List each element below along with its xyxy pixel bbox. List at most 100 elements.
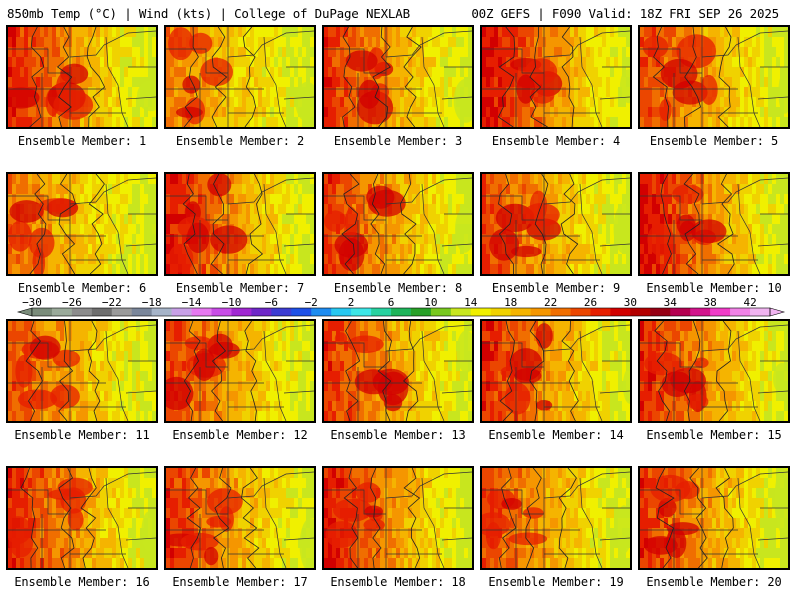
colorbar-segment [71, 308, 93, 316]
colorbar-segment [490, 308, 512, 316]
run-valid-title: 00Z GEFS | F090 Valid: 18Z FRI SEP 26 20… [471, 6, 779, 21]
colorbar-tick-label: 30 [624, 296, 637, 309]
colorbar-segment [710, 308, 731, 316]
colorbar-segment [391, 308, 412, 316]
colorbar-segment [470, 308, 492, 316]
member-map-panel[interactable] [638, 25, 790, 129]
member-map-panel[interactable] [480, 25, 632, 129]
member-label: Ensemble Member: 8 [333, 281, 463, 295]
member-label: Ensemble Member: 17 [172, 575, 308, 589]
member-map-panel[interactable] [480, 172, 632, 276]
colorbar-segment [231, 308, 252, 316]
colorbar-segment [670, 308, 691, 316]
colorbar-tick-label: 34 [664, 296, 678, 309]
member-map-panel[interactable] [6, 319, 158, 423]
member-label: Ensemble Member: 9 [491, 281, 621, 295]
temperature-map [8, 321, 156, 421]
product-title: 850mb Temp (°C) | Wind (kts) | College o… [7, 6, 410, 21]
colorbar-segment [530, 308, 551, 316]
member-label: Ensemble Member: 20 [646, 575, 782, 589]
temperature-map [166, 468, 314, 568]
colorbar-graphic: −30 −26 −22 −18 −14 −10 −6 −2 2 6 10 14 18 22 26 30 34 38… [16, 296, 786, 317]
colorbar-tick-label: −6 [265, 296, 278, 309]
member-label: Ensemble Member: 13 [330, 428, 466, 442]
member-map-panel[interactable] [322, 172, 474, 276]
colorbar-segment [590, 308, 611, 316]
member-label: Ensemble Member: 10 [646, 281, 782, 295]
colorbar-tick-label: −10 [222, 296, 242, 309]
colorbar-segment [291, 308, 312, 316]
member-map-panel[interactable] [322, 25, 474, 129]
member-map-panel[interactable] [6, 466, 158, 570]
colorbar-tick-label: 2 [348, 296, 355, 309]
member-map-panel[interactable] [638, 466, 790, 570]
colorbar-segment [650, 308, 671, 316]
temperature-map [482, 174, 630, 274]
colorbar-tick-label: −22 [102, 296, 122, 309]
member-map-panel[interactable] [6, 172, 158, 276]
colorbar-segment [690, 308, 711, 316]
member-map-panel[interactable] [164, 172, 316, 276]
colorbar-segment [750, 308, 771, 316]
colorbar-segment [351, 308, 372, 316]
temperature-map [324, 468, 472, 568]
colorbar-segment [630, 308, 651, 316]
temperature-map [324, 174, 472, 274]
member-map-panel[interactable] [164, 466, 316, 570]
colorbar-segment [410, 308, 432, 316]
colorbar-tick-label: 26 [584, 296, 597, 309]
member-map-panel[interactable] [164, 319, 316, 423]
colorbar-segment [430, 308, 452, 316]
member-label: Ensemble Member: 12 [172, 428, 308, 442]
temperature-map [640, 468, 788, 568]
colorbar-segment [271, 308, 292, 316]
colorbar-tick-label: 14 [464, 296, 478, 309]
temperature-map [640, 321, 788, 421]
colorbar-right-arrow [769, 307, 786, 317]
temperature-map [8, 468, 156, 568]
member-label: Ensemble Member: 5 [649, 134, 779, 148]
colorbar-tick-label: −14 [182, 296, 202, 309]
colorbar-segment [610, 308, 631, 316]
member-map-panel[interactable] [480, 319, 632, 423]
colorbar-tick-label: 6 [388, 296, 395, 309]
header: 850mb Temp (°C) | Wind (kts) | College o… [0, 0, 800, 24]
member-label: Ensemble Member: 6 [17, 281, 147, 295]
colorbar-segment [331, 308, 352, 316]
member-map-panel[interactable] [164, 25, 316, 129]
member-label: Ensemble Member: 3 [333, 134, 463, 148]
colorbar-tick-label: 18 [504, 296, 517, 309]
temperature-map [166, 174, 314, 274]
colorbar-tick-label: −30 [22, 296, 42, 309]
colorbar-segment [51, 308, 73, 316]
member-label: Ensemble Member: 4 [491, 134, 621, 148]
member-label: Ensemble Member: 1 [17, 134, 147, 148]
temperature-map [8, 27, 156, 127]
colorbar-segment [311, 308, 332, 316]
member-label: Ensemble Member: 14 [488, 428, 624, 442]
colorbar-segment [730, 308, 751, 316]
member-map-panel[interactable] [638, 319, 790, 423]
colorbar-segment [450, 308, 472, 316]
member-map-panel[interactable] [638, 172, 790, 276]
member-map-panel[interactable] [480, 466, 632, 570]
colorbar-segment [211, 308, 232, 316]
member-map-panel[interactable] [6, 25, 158, 129]
colorbar-segment [550, 308, 571, 316]
temperature-map [324, 27, 472, 127]
colorbar-segment [131, 308, 152, 316]
colorbar-tick-label: −2 [305, 296, 318, 309]
temperature-map [324, 321, 472, 421]
member-map-panel[interactable] [322, 466, 474, 570]
member-label: Ensemble Member: 16 [14, 575, 150, 589]
colorbar-tick-label: 10 [424, 296, 437, 309]
colorbar-segment [32, 308, 53, 316]
colorbar-tick-label: −26 [62, 296, 82, 309]
member-map-panel[interactable] [322, 319, 474, 423]
colorbar-segment [570, 308, 591, 316]
temperature-map [482, 468, 630, 568]
colorbar-tick-label: −18 [142, 296, 162, 309]
colorbar-segment [151, 308, 172, 316]
member-label: Ensemble Member: 7 [175, 281, 305, 295]
colorbar-left-arrow [16, 307, 33, 317]
